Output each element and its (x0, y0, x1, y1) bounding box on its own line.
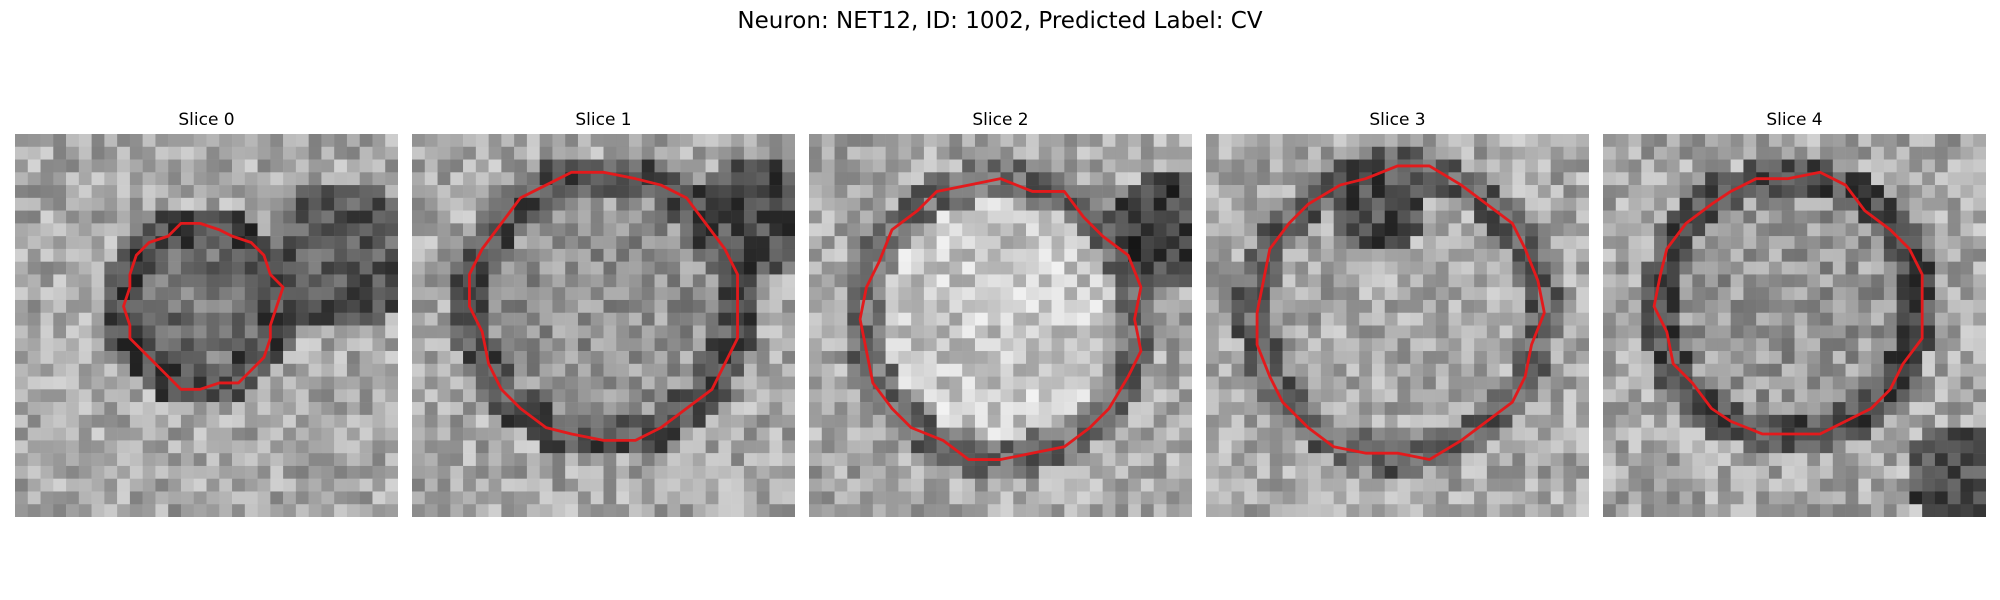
slice-title-1: Slice 1 (575, 110, 632, 130)
roi-contour (1255, 164, 1546, 461)
figure-title: Neuron: NET12, ID: 1002, Predicted Label… (737, 8, 1263, 34)
slice-image-1 (412, 134, 795, 517)
slice-image-3 (1206, 134, 1589, 517)
roi-contour (1652, 170, 1924, 436)
slice-panel-1: Slice 1 (412, 108, 795, 517)
slice-title-2: Slice 2 (972, 110, 1029, 130)
pixel-grid (412, 134, 795, 517)
slice-title-0: Slice 0 (178, 110, 235, 130)
slice-title-3: Slice 3 (1369, 110, 1426, 130)
pixel-grid (1603, 134, 1986, 517)
slice-image-0 (15, 134, 398, 517)
slice-title-4: Slice 4 (1766, 110, 1823, 130)
roi-contour (858, 177, 1143, 461)
roi-contour (122, 221, 285, 391)
pixel-grid (809, 134, 1192, 517)
slice-panel-0: Slice 0 (15, 108, 398, 517)
slice-panel-2: Slice 2 (809, 108, 1192, 517)
slice-panel-3: Slice 3 (1206, 108, 1589, 517)
slice-image-2 (809, 134, 1192, 517)
pixel-grid (1206, 134, 1589, 517)
pixel-grid (15, 134, 398, 517)
slice-panel-4: Slice 4 (1603, 108, 1986, 517)
slice-image-4 (1603, 134, 1986, 517)
roi-contour (468, 170, 739, 442)
